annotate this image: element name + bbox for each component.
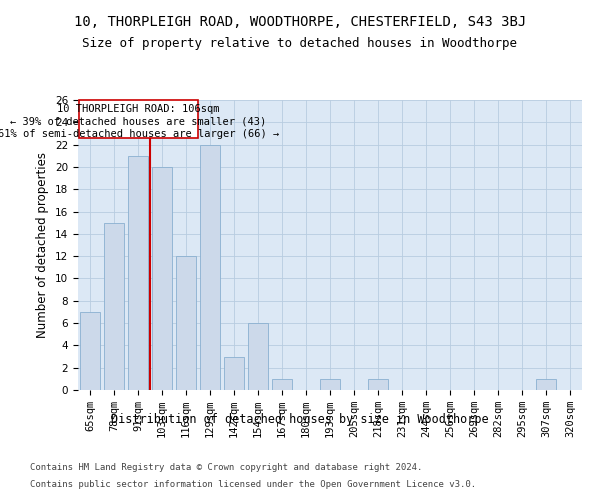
Bar (176, 256, 196, 390)
Bar (104, 222, 124, 390)
Text: ← 39% of detached houses are smaller (43): ← 39% of detached houses are smaller (43… (10, 116, 267, 126)
Bar (272, 379, 292, 390)
Bar (128, 156, 148, 390)
Bar (152, 167, 172, 390)
Text: Contains public sector information licensed under the Open Government Licence v3: Contains public sector information licen… (30, 480, 476, 489)
Text: 10 THORPLEIGH ROAD: 106sqm: 10 THORPLEIGH ROAD: 106sqm (58, 104, 220, 115)
FancyBboxPatch shape (79, 100, 198, 138)
Y-axis label: Number of detached properties: Number of detached properties (37, 152, 49, 338)
Bar (368, 379, 388, 390)
Text: 61% of semi-detached houses are larger (66) →: 61% of semi-detached houses are larger (… (0, 129, 279, 139)
Bar (200, 144, 220, 390)
Text: 10, THORPLEIGH ROAD, WOODTHORPE, CHESTERFIELD, S43 3BJ: 10, THORPLEIGH ROAD, WOODTHORPE, CHESTER… (74, 15, 526, 29)
Bar (320, 379, 340, 390)
Bar (224, 356, 244, 390)
Bar (248, 323, 268, 390)
Text: Contains HM Land Registry data © Crown copyright and database right 2024.: Contains HM Land Registry data © Crown c… (30, 464, 422, 472)
Bar (536, 379, 556, 390)
Text: Distribution of detached houses by size in Woodthorpe: Distribution of detached houses by size … (111, 412, 489, 426)
Bar (80, 312, 100, 390)
Text: Size of property relative to detached houses in Woodthorpe: Size of property relative to detached ho… (83, 38, 517, 51)
